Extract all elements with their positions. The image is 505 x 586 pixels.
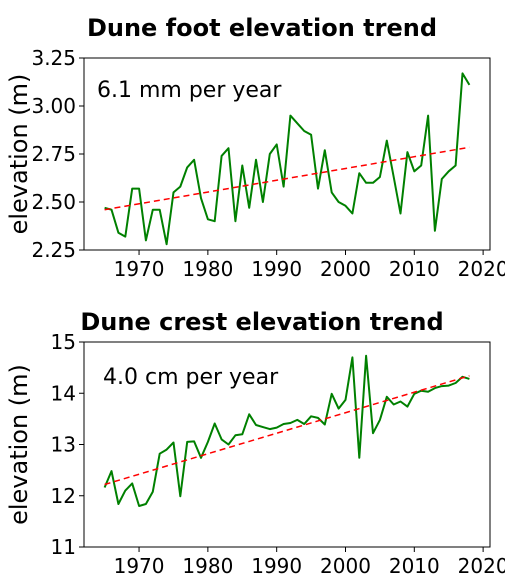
x-tick-label: 1970 — [114, 554, 165, 578]
y-axis-label: elevation (m) — [5, 74, 33, 235]
y-tick-label: 3.25 — [31, 46, 76, 70]
trend-rate-annotation: 6.1 mm per year — [97, 78, 282, 103]
x-tick-label: 2020 — [458, 554, 505, 578]
trend-line — [104, 146, 470, 211]
y-axis-label: elevation (m) — [5, 364, 33, 525]
x-tick-label: 2010 — [389, 554, 440, 578]
y-tick-label: 2.75 — [31, 142, 76, 166]
chart-title: Dune crest elevation trend — [80, 308, 444, 336]
dune-foot-chart-panel: Dune foot elevation trend 2.25 2.50 2.75 3.… — [0, 0, 505, 290]
elevation-series-line — [103, 354, 470, 507]
x-tick-label: 1990 — [251, 554, 302, 578]
x-tick-label: 1970 — [114, 257, 165, 281]
y-tick-label: 13 — [51, 433, 76, 457]
chart-title: Dune foot elevation trend — [86, 14, 438, 42]
y-tick-label: 3.00 — [31, 94, 76, 118]
x-tick-label: 2020 — [458, 257, 505, 281]
dune-crest-plot: 11 12 13 14 15 1970 1980 1990 2000 2010 2020 elevat… — [5, 330, 505, 578]
elevation-series-line — [104, 72, 471, 246]
y-tick-label: 2.25 — [31, 238, 76, 262]
trend-line — [104, 375, 470, 486]
x-tick-label: 2010 — [389, 257, 440, 281]
x-tick-label: 1980 — [182, 554, 233, 578]
y-tick-label: 12 — [51, 484, 76, 508]
dune-crest-chart-panel: Dune crest elevation trend 11 12 13 14 15 197… — [0, 296, 505, 586]
x-tick-label: 1990 — [251, 257, 302, 281]
y-tick-label: 2.50 — [31, 190, 76, 214]
y-tick-label: 15 — [51, 330, 76, 354]
y-tick-label: 14 — [51, 381, 76, 405]
dune-foot-plot: 2.25 2.50 2.75 3.00 3.25 1970 1980 1990 2000 2010… — [5, 46, 505, 281]
y-tick-label: 11 — [51, 535, 76, 559]
x-tick-label: 1980 — [182, 257, 233, 281]
x-tick-label: 2000 — [320, 554, 371, 578]
x-tick-label: 2000 — [320, 257, 371, 281]
trend-rate-annotation: 4.0 cm per year — [103, 365, 279, 390]
